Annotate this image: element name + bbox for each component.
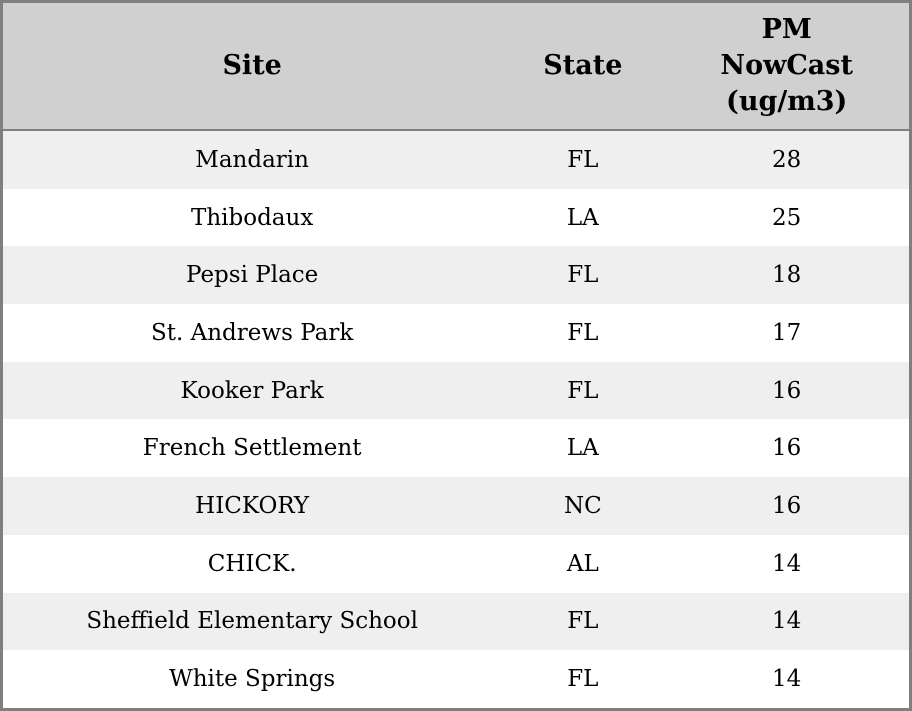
site-cell: French Settlement xyxy=(142,435,362,462)
site-cell: Pepsi Place xyxy=(186,262,319,289)
state-cell: AL xyxy=(566,550,599,577)
site-cell: White Springs xyxy=(169,666,336,693)
table-row: HICKORY NC 16 xyxy=(3,477,909,535)
pm-cell: 25 xyxy=(772,204,802,231)
table-row: Mandarin FL 28 xyxy=(3,130,909,189)
table-row: Pepsi Place FL 18 xyxy=(3,246,909,305)
state-cell: FL xyxy=(567,262,599,289)
table-row: St. Andrews Park FL 17 xyxy=(3,304,909,362)
site-cell: St. Andrews Park xyxy=(151,319,354,346)
site-cell: Kooker Park xyxy=(180,377,324,404)
state-cell: LA xyxy=(566,435,599,462)
pm-cell: 17 xyxy=(772,319,802,346)
table-row: White Springs FL 14 xyxy=(3,650,909,708)
table-row: French Settlement LA 16 xyxy=(3,419,909,478)
pm-nowcast-table: Site State PM NowCast (ug/m3) Mandarin F… xyxy=(3,3,909,708)
state-cell: FL xyxy=(567,608,599,635)
table-row: Kooker Park FL 16 xyxy=(3,361,909,420)
col-header-pm-nowcast: PM NowCast (ug/m3) xyxy=(664,3,909,131)
pm-cell: 14 xyxy=(772,550,802,577)
site-cell: HICKORY xyxy=(195,492,310,519)
pm-cell: 16 xyxy=(772,492,802,519)
pm-cell: 16 xyxy=(772,435,802,462)
table-body: Mandarin FL 28 Thibodaux LA 25 Pepsi Pla… xyxy=(3,130,909,708)
pm-cell: 14 xyxy=(772,608,802,635)
col-header-state: State xyxy=(501,3,665,131)
state-cell: FL xyxy=(567,666,599,693)
table-row: Thibodaux LA 25 xyxy=(3,188,909,247)
pm-cell: 18 xyxy=(772,262,802,289)
site-cell: Sheffield Elementary School xyxy=(86,608,418,635)
state-cell: NC xyxy=(563,492,602,519)
table-header: Site State PM NowCast (ug/m3) xyxy=(3,3,909,131)
pm-cell: 28 xyxy=(772,146,802,173)
header-row: Site State PM NowCast (ug/m3) xyxy=(3,3,909,131)
state-cell: FL xyxy=(567,319,599,346)
state-cell: FL xyxy=(567,146,599,173)
pm-cell: 14 xyxy=(772,666,802,693)
site-cell: Thibodaux xyxy=(190,204,314,231)
pm-cell: 16 xyxy=(772,377,802,404)
table-row: Sheffield Elementary School FL 14 xyxy=(3,592,909,651)
state-cell: LA xyxy=(566,204,599,231)
table-row: CHICK. AL 14 xyxy=(3,534,909,593)
site-cell: Mandarin xyxy=(195,146,309,173)
site-cell: CHICK. xyxy=(207,550,297,577)
col-header-site: Site xyxy=(3,3,502,131)
state-cell: FL xyxy=(567,377,599,404)
